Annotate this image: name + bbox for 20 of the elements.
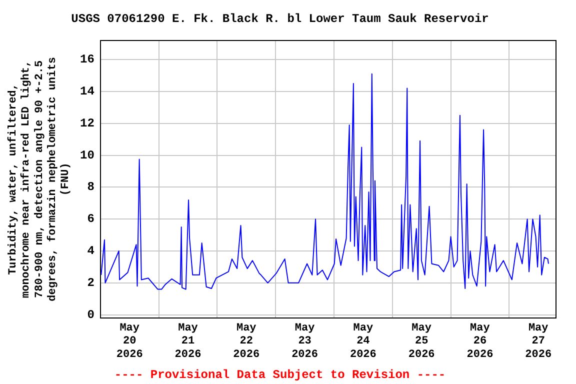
text: ---- Provisional Data Subject to Revision ---- — [114, 368, 446, 382]
y-tick-label: 8 — [87, 180, 94, 194]
y-axis-title: Turbidity, water, unfiltered, monochrome near infra-red LED light, 780-900 nm, detection angle 90 +-2.5 degrees, formazin nephelometric units (FNU) — [6, 57, 72, 302]
x-tick-label: May 27 2026 — [525, 322, 552, 361]
chart-title: USGS 07061290 E. Fk. Black R. bl Lower Taum Sauk Reservoir — [71, 12, 489, 26]
x-tick-label: May 20 2026 — [116, 322, 143, 361]
x-tick-label: May 25 2026 — [408, 322, 435, 361]
y-tick-label: 10 — [80, 148, 94, 162]
y-tick-label: 12 — [80, 116, 94, 130]
y-tick-label: 6 — [87, 212, 94, 226]
x-tick-label: May 24 2026 — [350, 322, 376, 361]
x-tick-label: May 23 2026 — [292, 322, 318, 361]
y-tick-label: 2 — [87, 276, 94, 290]
y-tick-label: 14 — [80, 84, 94, 98]
y-tick-label: 0 — [87, 308, 94, 322]
x-tick-label: May 21 2026 — [174, 322, 202, 361]
y-tick-label: 4 — [87, 244, 94, 258]
x-tick-label: May 22 2026 — [233, 322, 260, 361]
y-tick-label: 16 — [80, 52, 94, 67]
x-tick-label: May 26 2026 — [466, 322, 494, 361]
